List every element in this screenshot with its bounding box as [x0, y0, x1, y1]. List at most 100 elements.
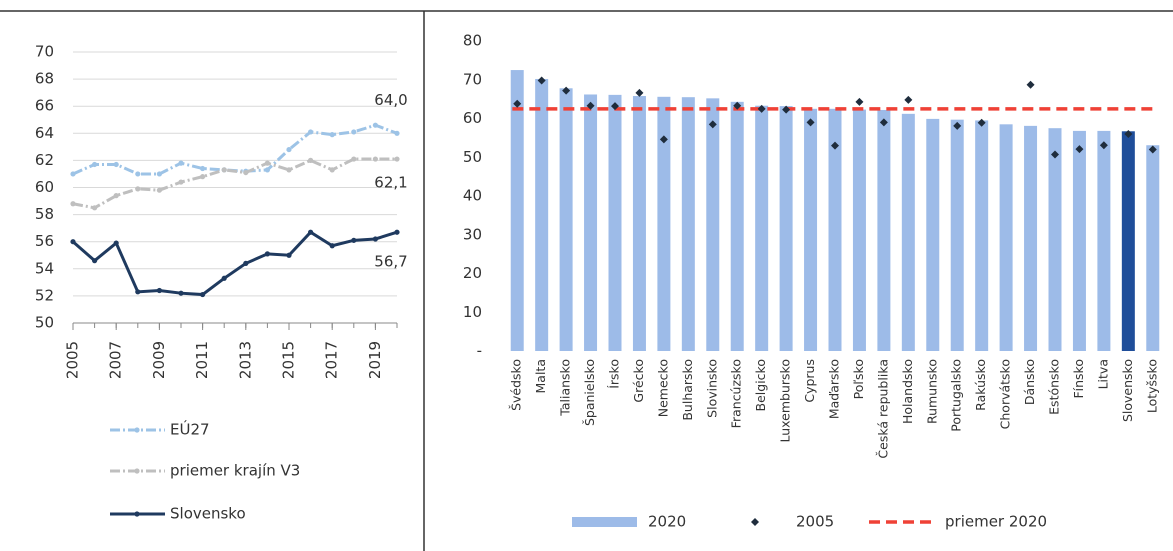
point [329, 132, 335, 138]
marker-2005 [1124, 130, 1133, 138]
x-tick-label: Slovensko [1120, 359, 1135, 422]
marker-2005 [1075, 145, 1084, 154]
value-label: 64,0 [374, 91, 407, 109]
legend-dot [134, 468, 140, 474]
marker-2005 [562, 86, 571, 95]
point [92, 258, 98, 264]
y-tick-label: 64 [35, 124, 54, 142]
value-label: 56,7 [374, 253, 407, 271]
legend-label: priemer 2020 [945, 513, 1047, 531]
x-tick-label: Estónsko [1047, 359, 1062, 415]
point [135, 186, 141, 192]
point [264, 167, 270, 173]
x-tick-label: 2013 [236, 341, 254, 379]
bar [584, 94, 598, 351]
bar [510, 70, 524, 351]
marker-2005 [733, 101, 742, 110]
point [113, 193, 119, 199]
bar [730, 101, 744, 352]
y-tick-label: 30 [463, 225, 482, 243]
bar [632, 96, 646, 352]
y-tick-label: 68 [35, 70, 54, 88]
x-tick-label: Rakúsko [973, 359, 988, 411]
point [156, 187, 162, 193]
point [200, 291, 206, 298]
point [308, 129, 314, 135]
x-tick-label: Chorvátsko [998, 359, 1013, 429]
point [156, 171, 162, 177]
y-tick-label: 70 [463, 70, 482, 88]
point [286, 252, 292, 258]
x-tick-label: Holandsko [900, 359, 915, 424]
x-tick-label: Belgicko [753, 359, 768, 411]
x-tick-label: 2009 [150, 341, 168, 379]
x-tick-label: 2017 [323, 341, 341, 379]
bar [852, 109, 866, 352]
bar [926, 118, 940, 351]
marker-2005 [953, 121, 962, 130]
y-tick-label: 52 [35, 286, 54, 304]
y-tick-label: 66 [35, 97, 54, 115]
x-tick-label: Litva [1095, 359, 1110, 389]
marker-2005 [1148, 145, 1157, 154]
y-tick-label: 50 [35, 314, 54, 332]
x-tick-label: Švédsko [509, 359, 524, 411]
point [178, 160, 184, 166]
point [394, 229, 400, 235]
x-tick-label: Luxembursko [778, 359, 793, 443]
point [243, 169, 249, 176]
point [372, 236, 378, 242]
point [264, 160, 270, 166]
point [286, 146, 292, 153]
x-tick-label: Nemecko [655, 359, 670, 417]
x-tick-label: Írsko [607, 359, 622, 389]
bar [901, 113, 915, 351]
point [70, 239, 76, 245]
bar [535, 78, 549, 351]
x-tick-label: 2005 [64, 341, 82, 379]
x-tick-label: 2011 [193, 341, 211, 379]
x-tick-label: 2019 [366, 341, 384, 379]
x-tick-label: Dánsko [1022, 359, 1037, 405]
marker-2005 [1051, 150, 1059, 159]
bar [681, 97, 695, 351]
bar [804, 108, 818, 351]
point [329, 167, 335, 173]
x-tick-label: Portugalsko [949, 359, 964, 432]
y-tick-label: - [477, 342, 482, 360]
x-tick-label: Česká republika [875, 359, 890, 459]
marker-2005 [757, 104, 766, 113]
marker-2005 [1099, 141, 1108, 150]
point [92, 205, 98, 211]
bar [1146, 145, 1160, 351]
point [264, 251, 270, 257]
point [178, 179, 184, 185]
point [351, 129, 357, 135]
x-tick-label: Taliansko [558, 359, 573, 417]
bar [559, 88, 573, 352]
marker-2005 [977, 118, 986, 127]
bar [1072, 130, 1086, 351]
x-tick-label: Grécko [631, 359, 646, 403]
marker-2005 [782, 105, 791, 114]
x-tick-label: Slovinsko [704, 359, 719, 418]
x-tick-label: 2007 [107, 341, 125, 379]
bar [1121, 131, 1135, 351]
point [351, 156, 357, 162]
point [351, 237, 357, 243]
point [372, 156, 378, 162]
point [92, 161, 98, 168]
x-tick-label: Rumunsko [924, 359, 939, 424]
point [70, 201, 76, 207]
bar [999, 124, 1013, 351]
point [308, 157, 314, 163]
bar [877, 109, 891, 351]
marker-2005 [537, 76, 546, 85]
point [286, 167, 292, 173]
bar [975, 120, 989, 351]
point [221, 167, 227, 173]
y-tick-label: 20 [463, 264, 482, 282]
x-tick-label: 2015 [280, 341, 298, 379]
x-tick-label: Francúzsko [729, 359, 744, 428]
